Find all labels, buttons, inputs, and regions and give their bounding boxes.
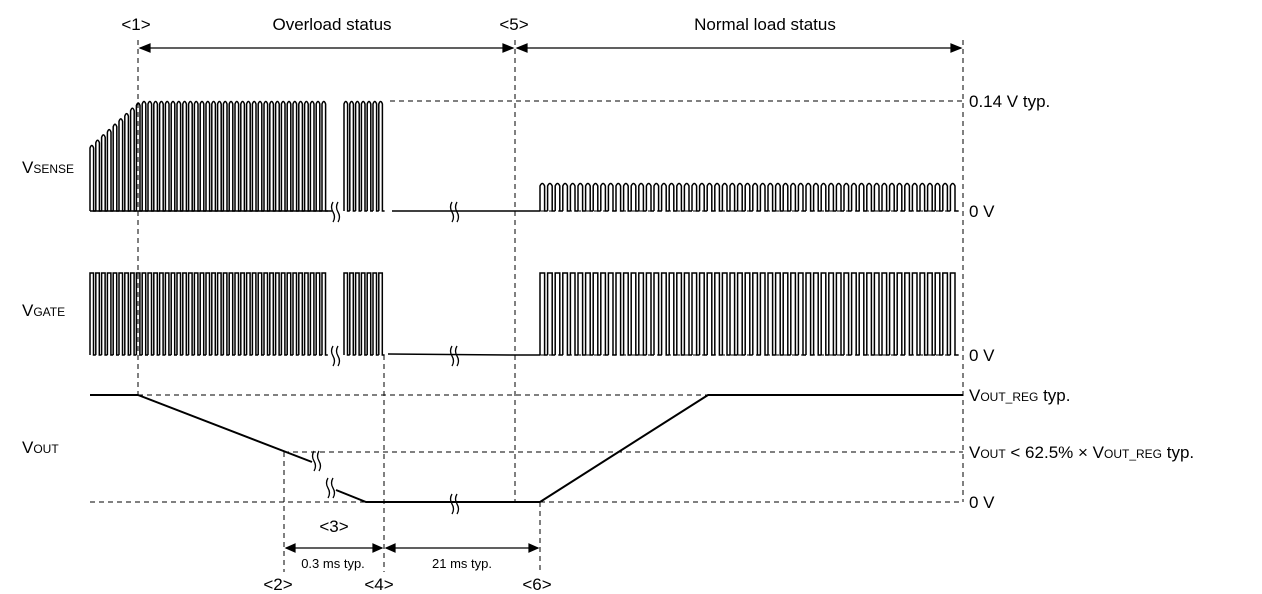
vout-waveform	[90, 394, 963, 503]
time-21ms-label: 21 ms typ.	[432, 556, 492, 571]
marker-lines	[137, 40, 964, 572]
marker-5-label: <5>	[499, 15, 528, 34]
break-mark	[449, 345, 460, 367]
vsense-high-level: 0.14 V typ.	[969, 92, 1050, 111]
marker-2-label: <2>	[263, 575, 292, 594]
marker-3-label: <3>	[319, 517, 348, 536]
vsense-label: VSENSE	[22, 158, 74, 177]
break-mark	[311, 450, 322, 472]
vout-label: VOUT	[22, 438, 59, 457]
vgate-waveform	[89, 272, 958, 356]
break-mark	[449, 201, 460, 223]
vgate-low-level: 0 V	[969, 346, 995, 365]
break-marks	[311, 201, 460, 515]
vout-threshold-level: VOUT < 62.5% × VOUT_REG typ.	[969, 443, 1194, 462]
break-mark	[330, 345, 341, 367]
vout-low-level: 0 V	[969, 493, 995, 512]
phase-arrows	[138, 43, 963, 53]
marker-6-label: <6>	[522, 575, 551, 594]
vgate-baseline	[387, 353, 540, 356]
timing-arrows	[284, 543, 540, 553]
overload-status-label: Overload status	[272, 15, 391, 34]
break-mark	[325, 477, 336, 499]
vsense-low-level: 0 V	[969, 202, 995, 221]
time-0-3ms-label: 0.3 ms typ.	[301, 556, 365, 571]
break-mark	[449, 493, 460, 515]
vout-reg-level: VOUT_REG typ.	[969, 386, 1070, 405]
vsense-waveform	[89, 100, 958, 212]
vgate-label: VGATE	[22, 301, 65, 320]
marker-4-label: <4>	[364, 575, 393, 594]
break-mark	[330, 201, 341, 223]
normal-load-status-label: Normal load status	[694, 15, 836, 34]
marker-1-label: <1>	[121, 15, 150, 34]
